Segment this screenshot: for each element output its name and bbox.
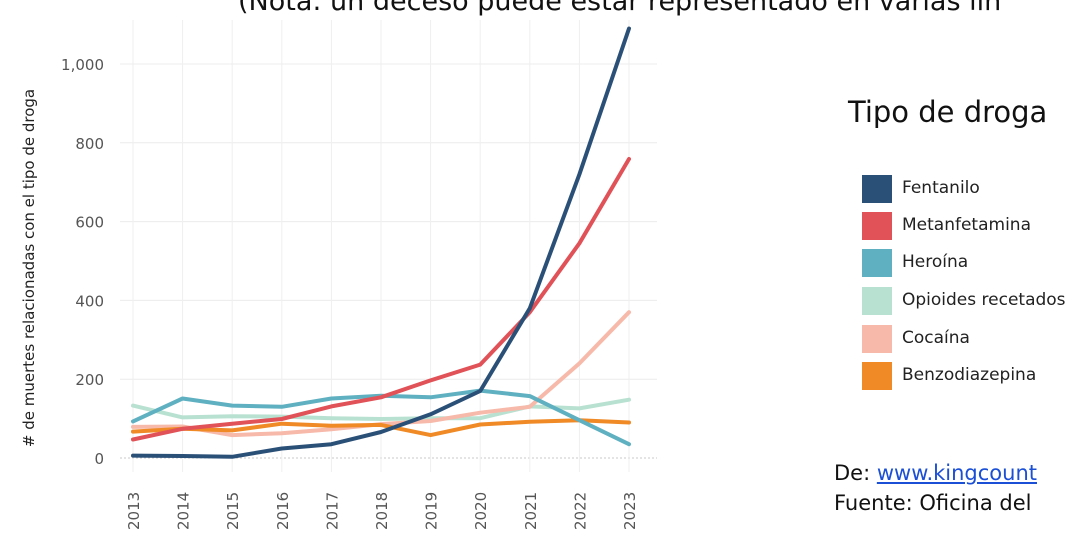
- series-line-benzodiazepina: [131, 418, 631, 438]
- y-tick-label: 600: [75, 214, 104, 232]
- source-from-line: De: www.kingcount: [834, 458, 1037, 488]
- x-tick-label: 2015: [224, 492, 242, 530]
- x-tick-label: 2016: [274, 492, 292, 530]
- x-tick-label: 2021: [522, 492, 540, 530]
- legend-swatch: [862, 175, 892, 203]
- legend-label: Heroína: [902, 252, 969, 272]
- series-line-metanfetamina: [131, 157, 631, 442]
- legend-label: Metanfetamina: [902, 215, 1031, 235]
- legend-swatch: [862, 287, 892, 315]
- x-tick-label: 2013: [125, 492, 143, 530]
- legend-label: Benzodiazepina: [902, 365, 1037, 385]
- y-tick-label: 0: [94, 450, 104, 468]
- y-axis-label: # de muertes relacionadas con el tipo de…: [20, 89, 38, 447]
- note-text: (Nota: un deceso puede estar representad…: [238, 0, 1002, 17]
- series-line-opioides-recetados: [131, 397, 631, 421]
- x-tick-label: 2017: [323, 492, 341, 530]
- legend-swatch: [862, 362, 892, 390]
- legend-swatch: [862, 249, 892, 277]
- y-tick-label: 400: [75, 292, 104, 310]
- x-tick-label: 2022: [571, 492, 589, 530]
- x-tick-label: 2023: [621, 492, 639, 530]
- source-link[interactable]: www.kingcount: [876, 461, 1037, 485]
- legend-title: Tipo de droga: [848, 95, 1048, 129]
- y-tick-label: 1,000: [61, 56, 104, 74]
- x-tick-label: 2018: [373, 492, 391, 530]
- x-tick-label: 2014: [175, 492, 193, 530]
- y-tick-label: 800: [75, 135, 104, 153]
- source-from-label: De:: [834, 461, 877, 485]
- x-tick-label: 2019: [423, 492, 441, 530]
- legend-label: Cocaína: [902, 328, 970, 348]
- y-tick-label: 200: [75, 371, 104, 389]
- legend-swatch: [862, 212, 892, 240]
- legend-label: Fentanilo: [902, 178, 980, 198]
- series-line-fentanilo: [131, 26, 631, 459]
- series-lines: [131, 26, 631, 459]
- source-credit: Fuente: Oficina del: [834, 491, 1032, 515]
- x-tick-label: 2020: [472, 492, 490, 530]
- source-block: De: www.kingcount Fuente: Oficina del: [834, 458, 1037, 518]
- legend-label: Opioides recetados: [902, 290, 1066, 310]
- legend-swatch: [862, 325, 892, 353]
- axes: 0 200 400 600 800 1,000 2013 2014 2015 2016 2017 20…: [61, 56, 639, 530]
- legend: Fentanilo Metanfetamina Heroína Opioides…: [862, 0, 1084, 536]
